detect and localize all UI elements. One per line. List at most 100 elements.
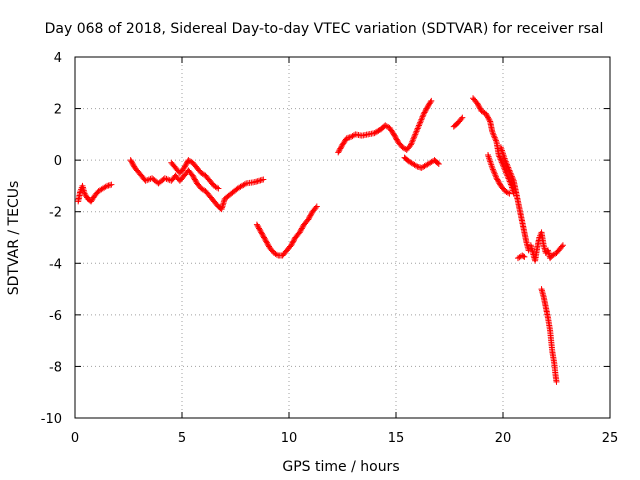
data-point bbox=[492, 136, 499, 143]
data-point bbox=[296, 229, 303, 236]
data-point bbox=[510, 176, 517, 183]
data-point bbox=[265, 242, 272, 249]
data-point bbox=[305, 216, 312, 223]
x-tick-label: 10 bbox=[281, 431, 298, 446]
data-point bbox=[500, 162, 506, 169]
data-point bbox=[273, 251, 280, 258]
data-point bbox=[258, 230, 265, 237]
data-point bbox=[501, 166, 508, 173]
data-point bbox=[497, 156, 504, 163]
y-tick-label: -10 bbox=[41, 412, 62, 427]
data-point bbox=[475, 102, 482, 109]
data-point bbox=[191, 176, 198, 183]
data-point bbox=[409, 138, 416, 145]
x-tick-label: 15 bbox=[388, 431, 405, 446]
data-point bbox=[475, 101, 482, 108]
data-point bbox=[483, 112, 490, 119]
data-point bbox=[412, 131, 419, 138]
data-point bbox=[559, 242, 566, 249]
data-point bbox=[307, 212, 314, 219]
data-point bbox=[506, 177, 513, 184]
data-point bbox=[428, 97, 435, 104]
data-point bbox=[496, 180, 503, 187]
data-point bbox=[337, 145, 344, 152]
data-point bbox=[521, 253, 528, 260]
data-point bbox=[192, 177, 199, 184]
y-tick-label: 2 bbox=[54, 103, 62, 118]
data-point bbox=[108, 181, 115, 188]
data-point bbox=[288, 240, 295, 247]
data-point bbox=[299, 224, 306, 231]
data-point bbox=[190, 173, 197, 180]
data-point bbox=[241, 181, 248, 188]
data-point bbox=[264, 240, 271, 247]
data-point bbox=[485, 115, 492, 122]
data-point bbox=[130, 162, 137, 169]
data-point bbox=[435, 161, 442, 168]
data-point bbox=[493, 175, 500, 182]
data-point bbox=[504, 163, 511, 170]
data-point bbox=[504, 174, 511, 181]
data-point bbox=[418, 116, 425, 123]
data-point bbox=[392, 133, 399, 140]
data-point bbox=[509, 174, 516, 181]
axis-ticks: 0 5 10 15 20 25 -10 -8 -6 -4 -2 0 2 4 bbox=[41, 51, 619, 446]
data-point bbox=[254, 222, 261, 229]
data-point bbox=[486, 117, 493, 124]
data-point bbox=[503, 160, 510, 167]
data-points bbox=[75, 95, 566, 385]
data-point bbox=[298, 225, 305, 232]
data-point bbox=[256, 226, 263, 233]
y-tick-label: -2 bbox=[49, 206, 62, 221]
data-point bbox=[505, 165, 512, 172]
data-point bbox=[503, 169, 510, 176]
data-point bbox=[418, 115, 425, 122]
data-point bbox=[213, 184, 220, 191]
data-point bbox=[507, 170, 514, 177]
data-point bbox=[474, 100, 481, 107]
chart-title: Day 068 of 2018, Sidereal Day-to-day VTE… bbox=[45, 21, 604, 37]
y-tick-label: 0 bbox=[54, 154, 62, 169]
data-point bbox=[489, 166, 496, 173]
data-point bbox=[413, 128, 420, 135]
data-point bbox=[500, 163, 507, 170]
data-point bbox=[415, 123, 422, 130]
data-point bbox=[506, 167, 513, 174]
data-point bbox=[423, 105, 430, 112]
data-point bbox=[490, 167, 497, 174]
data-point bbox=[491, 169, 498, 176]
data-point bbox=[410, 135, 417, 142]
data-point bbox=[492, 137, 499, 144]
data-point bbox=[261, 235, 268, 242]
data-point bbox=[215, 185, 222, 192]
data-point bbox=[506, 178, 513, 185]
data-point bbox=[102, 183, 109, 190]
data-point bbox=[492, 172, 499, 179]
x-tick-label: 20 bbox=[495, 431, 512, 446]
data-point bbox=[498, 157, 505, 164]
data-point bbox=[504, 172, 511, 179]
x-axis-label: GPS time / hours bbox=[282, 459, 399, 475]
data-point bbox=[253, 221, 260, 228]
data-point bbox=[484, 113, 491, 120]
data-point bbox=[458, 115, 465, 122]
data-point bbox=[416, 121, 423, 128]
data-point bbox=[308, 211, 315, 218]
data-point bbox=[417, 118, 424, 125]
data-point bbox=[459, 114, 466, 121]
data-point bbox=[414, 126, 421, 133]
data-point bbox=[260, 233, 267, 240]
data-point bbox=[520, 253, 527, 260]
data-point bbox=[427, 99, 434, 106]
data-point bbox=[417, 119, 424, 126]
data-point bbox=[507, 168, 514, 175]
data-point bbox=[335, 149, 342, 156]
data-point bbox=[391, 132, 398, 139]
data-point bbox=[489, 130, 496, 137]
data-point bbox=[494, 176, 501, 183]
data-point bbox=[506, 190, 513, 197]
data-point bbox=[262, 237, 269, 244]
data-point bbox=[408, 140, 415, 147]
data-point bbox=[499, 160, 506, 167]
